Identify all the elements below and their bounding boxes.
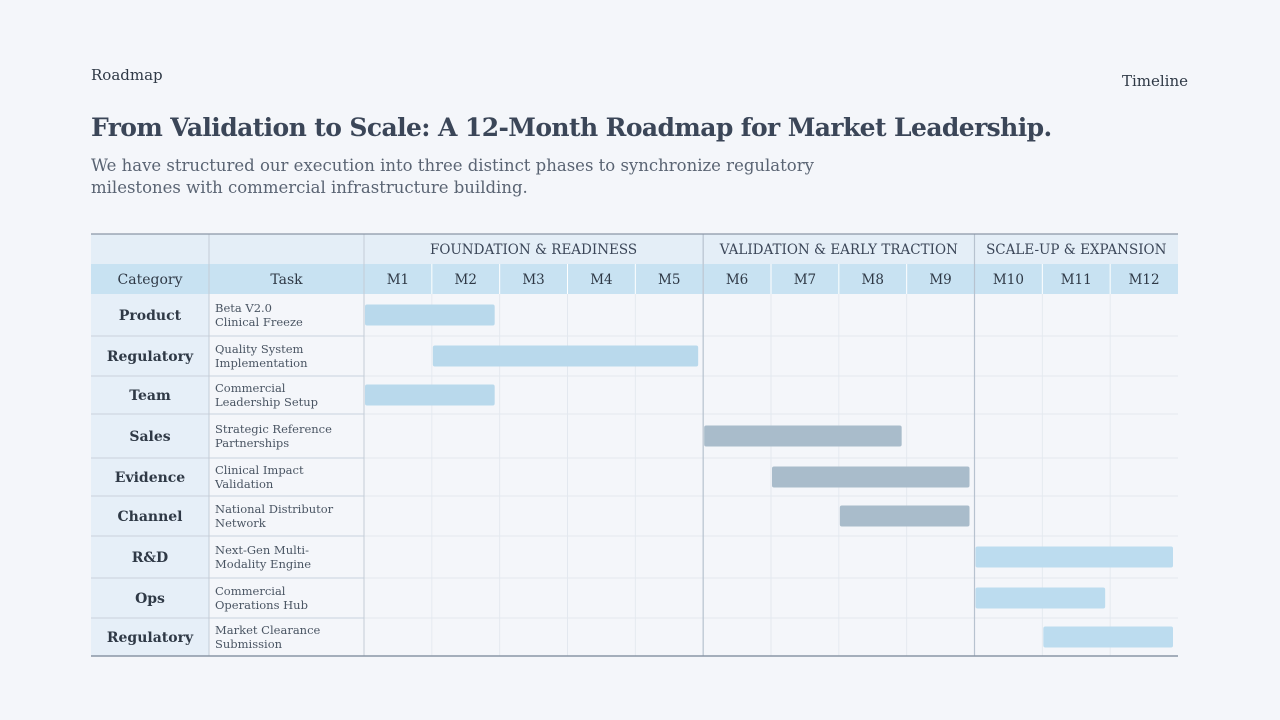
category-column-bg [91, 294, 209, 656]
page-subtitle: We have structured our execution into th… [91, 156, 814, 197]
category-label: Evidence [115, 470, 186, 486]
task-bar [772, 466, 970, 488]
task-label: Quality System Implementation [215, 342, 308, 370]
task-bar [1043, 626, 1173, 648]
phase-header-bg [91, 234, 1178, 264]
task-bar [365, 304, 495, 326]
category-label: Regulatory [107, 630, 194, 646]
category-label: R&D [132, 550, 168, 566]
task-bar [839, 505, 970, 527]
task-bar [365, 384, 495, 406]
month-label: M12 [1129, 272, 1160, 288]
task-label: Commercial Operations Hub [215, 584, 308, 612]
category-label: Product [119, 308, 182, 324]
month-label: M6 [726, 272, 748, 288]
month-header-bg [91, 264, 1178, 294]
task-label: Market Clearance Submission [215, 623, 321, 651]
task-label: National Distributor Network [215, 502, 334, 530]
task-label: Commercial Leadership Setup [215, 381, 318, 409]
month-label: M2 [455, 272, 477, 288]
task-label: Strategic Reference Partnerships [215, 422, 332, 450]
phase-label: FOUNDATION & READINESS [430, 242, 637, 258]
category-label: Team [129, 388, 171, 404]
task-label: Clinical Impact Validation [214, 463, 304, 491]
category-label: Ops [135, 591, 165, 607]
month-label: M11 [1061, 272, 1092, 288]
task-label: Beta V2.0 Clinical Freeze [215, 301, 303, 329]
phase-label: VALIDATION & EARLY TRACTION [719, 242, 958, 258]
month-label: M3 [522, 272, 544, 288]
month-label: M8 [862, 272, 884, 288]
month-label: M4 [590, 272, 612, 288]
month-label: M7 [794, 272, 816, 288]
task-bar [975, 546, 1173, 568]
breadcrumb: Roadmap [91, 66, 163, 84]
task-label: Next-Gen Multi-Modality Engine [215, 543, 311, 571]
column-header-category: Category [118, 272, 183, 288]
task-bar [975, 587, 1106, 609]
category-label: Sales [129, 429, 170, 445]
month-label: M9 [929, 272, 951, 288]
month-label: M1 [387, 272, 409, 288]
page-title: From Validation to Scale: A 12-Month Roa… [91, 113, 1052, 142]
task-bar [432, 345, 699, 367]
column-header-task: Task [270, 272, 303, 288]
month-label: M10 [993, 272, 1024, 288]
month-label: M5 [658, 272, 680, 288]
task-bar [704, 425, 902, 447]
category-label: Channel [118, 509, 183, 525]
phase-label: SCALE-UP & EXPANSION [986, 242, 1167, 258]
category-label: Regulatory [107, 349, 194, 365]
section-label: Timeline [1121, 72, 1188, 90]
